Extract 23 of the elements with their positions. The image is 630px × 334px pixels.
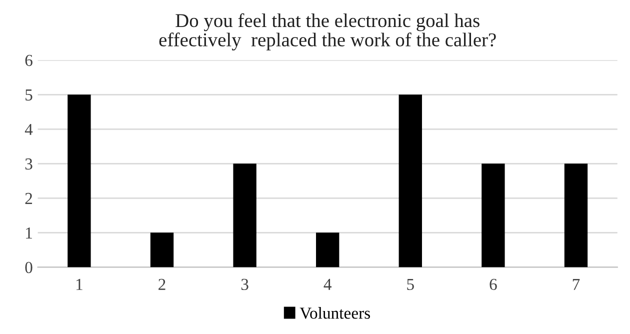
bar xyxy=(233,164,256,268)
x-tick-label: 6 xyxy=(490,278,497,290)
x-tick-label: 2 xyxy=(158,278,166,290)
x-tick-label: 3 xyxy=(241,278,248,290)
y-tick-label: 6 xyxy=(25,54,32,66)
x-tick-label: 7 xyxy=(572,278,580,290)
y-tick-label: 4 xyxy=(24,124,33,135)
y-tick-label: 2 xyxy=(25,192,32,204)
bar xyxy=(316,232,340,268)
bar xyxy=(150,232,174,268)
bar xyxy=(398,94,422,268)
x-tick-label: 4 xyxy=(324,278,332,290)
y-tick-label: 1 xyxy=(26,227,32,238)
y-tick-label: 3 xyxy=(25,158,32,170)
bar xyxy=(68,94,91,268)
x-tick-label: 5 xyxy=(407,278,414,290)
legend-label: Volunteers xyxy=(300,307,370,319)
bar xyxy=(564,164,588,268)
x-tick-label: 1 xyxy=(76,278,82,290)
y-tick-label: 5 xyxy=(26,90,32,101)
bar xyxy=(482,164,505,268)
y-tick-label: 0 xyxy=(25,262,32,274)
chart-title: Do you feel that the electronic goal has effectively replaced the work of the caller? xyxy=(159,13,496,50)
